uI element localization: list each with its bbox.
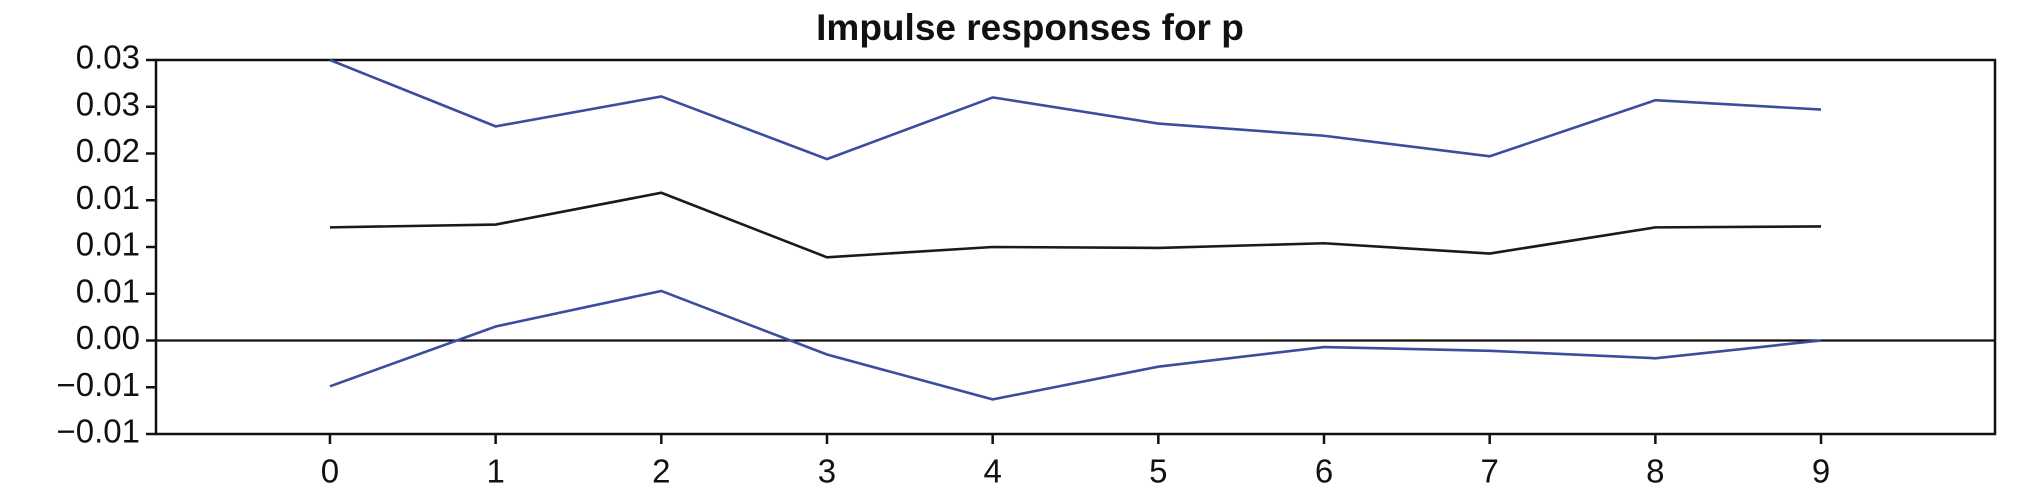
line-series <box>329 58 1822 161</box>
x-tick-label: 8 <box>1646 453 1664 490</box>
y-tick-label: 0.01 <box>76 272 140 309</box>
y-tick-label: −0.01 <box>57 413 141 450</box>
y-tick-label: 0.02 <box>76 132 140 169</box>
x-tick-label: 2 <box>652 453 670 490</box>
x-tick-label: 5 <box>1149 453 1167 490</box>
x-tick-label: 7 <box>1481 453 1499 490</box>
y-tick-label: 0.01 <box>76 226 140 263</box>
x-tick-label: 1 <box>486 453 504 490</box>
y-tick-label: 0.03 <box>76 39 140 76</box>
x-tick-label: 3 <box>818 453 836 490</box>
y-tick-label: 0.00 <box>76 319 140 356</box>
chart-title: Impulse responses for p <box>816 7 1244 48</box>
y-tick-label: 0.03 <box>76 85 140 122</box>
line-series <box>329 289 1822 401</box>
x-tick-label: 6 <box>1315 453 1333 490</box>
y-tick-label: 0.01 <box>76 179 140 216</box>
x-tick-label: 4 <box>983 453 1001 490</box>
x-tick-label: 0 <box>321 453 339 490</box>
y-tick-label: −0.01 <box>57 366 141 403</box>
x-tick-label: 9 <box>1812 453 1830 490</box>
line-series <box>329 191 1822 259</box>
